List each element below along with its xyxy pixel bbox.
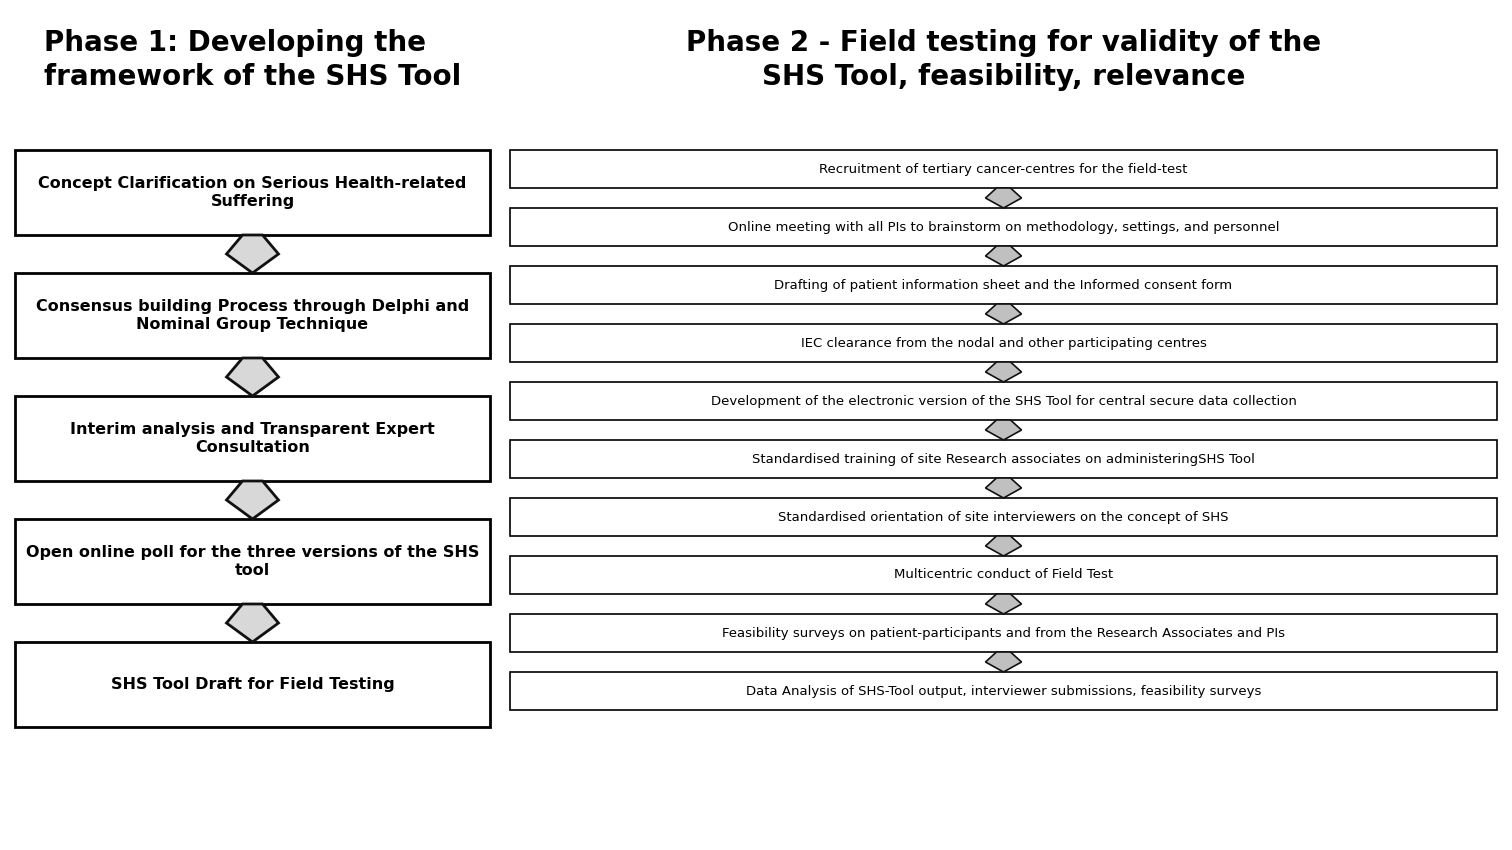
Text: Recruitment of tertiary cancer-centres for the field-test: Recruitment of tertiary cancer-centres f… [820,162,1188,175]
FancyBboxPatch shape [510,672,1497,710]
Text: Multicentric conduct of Field Test: Multicentric conduct of Field Test [894,569,1113,581]
Text: Standardised orientation of site interviewers on the concept of SHS: Standardised orientation of site intervi… [779,511,1229,524]
FancyBboxPatch shape [510,324,1497,362]
Polygon shape [986,536,1022,556]
FancyBboxPatch shape [510,614,1497,652]
Text: Open online poll for the three versions of the SHS
tool: Open online poll for the three versions … [26,546,479,578]
Text: Consensus building Process through Delphi and
Nominal Group Technique: Consensus building Process through Delph… [36,299,469,332]
Polygon shape [986,594,1022,614]
FancyBboxPatch shape [510,208,1497,246]
FancyBboxPatch shape [510,440,1497,478]
FancyBboxPatch shape [510,498,1497,536]
FancyBboxPatch shape [15,273,490,358]
Polygon shape [986,188,1022,208]
Polygon shape [986,362,1022,382]
Polygon shape [986,420,1022,440]
FancyBboxPatch shape [510,382,1497,420]
Text: Drafting of patient information sheet and the Informed consent form: Drafting of patient information sheet an… [774,279,1232,292]
Polygon shape [227,235,278,273]
FancyBboxPatch shape [510,266,1497,304]
Text: IEC clearance from the nodal and other participating centres: IEC clearance from the nodal and other p… [800,337,1207,349]
FancyBboxPatch shape [15,150,490,235]
FancyBboxPatch shape [15,519,490,604]
FancyBboxPatch shape [510,150,1497,188]
Text: Phase 2 - Field testing for validity of the
SHS Tool, feasibility, relevance: Phase 2 - Field testing for validity of … [686,29,1321,91]
Text: Data Analysis of SHS-Tool output, interviewer submissions, feasibility surveys: Data Analysis of SHS-Tool output, interv… [745,684,1261,698]
Text: Feasibility surveys on patient-participants and from the Research Associates and: Feasibility surveys on patient-participa… [723,626,1285,639]
Text: Phase 1: Developing the
framework of the SHS Tool: Phase 1: Developing the framework of the… [44,29,461,91]
FancyBboxPatch shape [15,396,490,481]
FancyBboxPatch shape [15,642,490,727]
Polygon shape [986,478,1022,498]
Polygon shape [227,481,278,519]
Polygon shape [986,652,1022,672]
FancyBboxPatch shape [510,556,1497,594]
Text: Concept Clarification on Serious Health-related
Suffering: Concept Clarification on Serious Health-… [38,176,467,209]
Polygon shape [227,604,278,642]
Polygon shape [986,304,1022,324]
Polygon shape [986,246,1022,266]
Text: Standardised training of site Research associates on administeringSHS Tool: Standardised training of site Research a… [751,452,1255,466]
Text: Interim analysis and Transparent Expert
Consultation: Interim analysis and Transparent Expert … [70,422,435,455]
Polygon shape [227,358,278,396]
Text: SHS Tool Draft for Field Testing: SHS Tool Draft for Field Testing [110,677,395,692]
Text: Online meeting with all PIs to brainstorm on methodology, settings, and personne: Online meeting with all PIs to brainstor… [727,220,1279,234]
Text: Development of the electronic version of the SHS Tool for central secure data co: Development of the electronic version of… [711,394,1296,407]
